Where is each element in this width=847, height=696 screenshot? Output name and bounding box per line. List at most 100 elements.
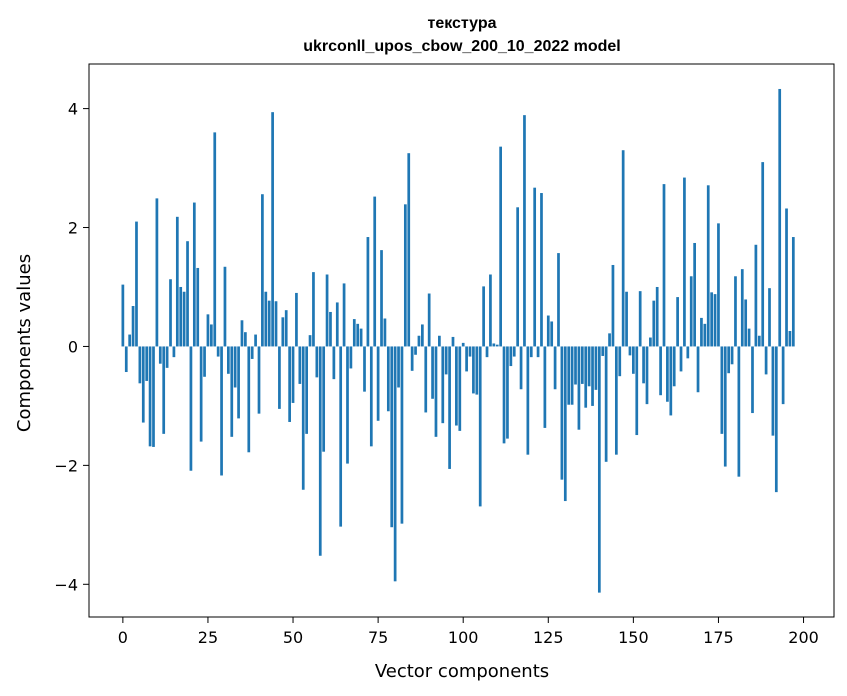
bar-45 <box>274 301 278 347</box>
bar-126 <box>550 321 554 347</box>
bar-91 <box>431 346 434 399</box>
y-tick-label: 2 <box>68 219 78 238</box>
bar-64 <box>339 346 343 527</box>
bar-127 <box>553 346 557 390</box>
bar-74 <box>373 196 377 347</box>
bar-165 <box>683 177 686 347</box>
bar-178 <box>727 346 731 374</box>
bar-138 <box>591 346 594 406</box>
bar-154 <box>645 346 649 405</box>
bar-107 <box>485 346 489 358</box>
bar-50 <box>291 346 295 403</box>
bar-28 <box>216 346 220 357</box>
bar-68 <box>352 319 356 347</box>
bar-136 <box>584 346 588 408</box>
bar-166 <box>686 346 690 359</box>
bar-46 <box>278 346 281 409</box>
bar-117 <box>519 346 523 390</box>
bar-39 <box>254 334 257 347</box>
bar-3 <box>131 306 135 347</box>
bar-169 <box>696 346 700 393</box>
bar-90 <box>427 293 431 347</box>
bar-104 <box>475 346 479 395</box>
bar-44 <box>271 112 274 347</box>
bar-15 <box>172 346 176 358</box>
bar-106 <box>482 286 485 347</box>
bar-22 <box>196 267 200 347</box>
bar-70 <box>359 328 363 347</box>
bar-139 <box>594 346 598 390</box>
bar-80 <box>393 346 397 582</box>
x-tick-label: 25 <box>198 628 218 647</box>
bar-180 <box>734 276 737 347</box>
x-axis-ticks: 0 25 50 75 100 125 150 175 200 <box>118 617 819 647</box>
bar-17 <box>179 286 183 347</box>
bar-73 <box>369 346 373 447</box>
bar-170 <box>700 317 703 347</box>
bar-190 <box>768 288 771 347</box>
bar-26 <box>209 324 213 347</box>
bar-25 <box>206 314 210 347</box>
bar-82 <box>400 346 404 524</box>
bar-33 <box>233 346 237 388</box>
bar-172 <box>706 185 710 347</box>
bar-110 <box>495 344 499 347</box>
bar-185 <box>751 346 754 414</box>
bar-47 <box>281 317 285 347</box>
bar-37 <box>247 346 251 453</box>
bar-163 <box>676 297 679 347</box>
y-tick-label: 0 <box>68 337 78 356</box>
bar-188 <box>761 162 765 347</box>
bar-100 <box>461 342 465 347</box>
bar-77 <box>383 318 387 347</box>
bar-2 <box>128 334 132 347</box>
bar-11 <box>158 346 162 364</box>
bar-130 <box>563 346 567 502</box>
bar-131 <box>567 346 571 405</box>
bar-129 <box>560 346 564 480</box>
bar-176 <box>720 346 724 434</box>
bar-10 <box>155 198 159 347</box>
bar-156 <box>652 300 656 347</box>
bar-78 <box>386 346 390 412</box>
bar-79 <box>390 346 394 528</box>
bar-58 <box>318 346 322 556</box>
bar-114 <box>509 346 513 367</box>
bar-109 <box>492 343 496 347</box>
bar-16 <box>175 216 179 347</box>
bar-54 <box>305 346 308 434</box>
bar-86 <box>414 346 417 355</box>
bar-34 <box>237 346 240 419</box>
bar-119 <box>526 346 530 455</box>
bar-7 <box>145 346 149 381</box>
bar-113 <box>506 346 509 439</box>
bar-21 <box>192 202 196 347</box>
bar-43 <box>267 300 271 347</box>
bar-23 <box>199 346 203 442</box>
x-tick-label: 100 <box>448 628 479 647</box>
bar-60 <box>325 274 329 347</box>
bar-30 <box>223 266 227 347</box>
bar-150 <box>632 346 635 374</box>
bar-5 <box>138 346 142 384</box>
bar-69 <box>356 323 360 347</box>
bar-31 <box>227 346 230 374</box>
bar-98 <box>455 346 458 426</box>
bar-111 <box>499 146 502 347</box>
bar-97 <box>451 336 455 347</box>
bar-85 <box>410 346 414 371</box>
bar-158 <box>659 346 662 396</box>
bar-66 <box>346 346 349 464</box>
bar-128 <box>557 253 560 347</box>
bar-140 <box>597 346 601 593</box>
bar-101 <box>465 346 468 372</box>
bar-134 <box>577 346 581 430</box>
bar-57 <box>315 346 319 378</box>
bar-95 <box>444 346 448 375</box>
bar-6 <box>141 346 145 423</box>
bar-155 <box>649 337 652 347</box>
bar-184 <box>747 328 751 347</box>
bar-53 <box>301 346 305 490</box>
bar-12 <box>162 346 166 434</box>
bar-27 <box>213 132 217 347</box>
